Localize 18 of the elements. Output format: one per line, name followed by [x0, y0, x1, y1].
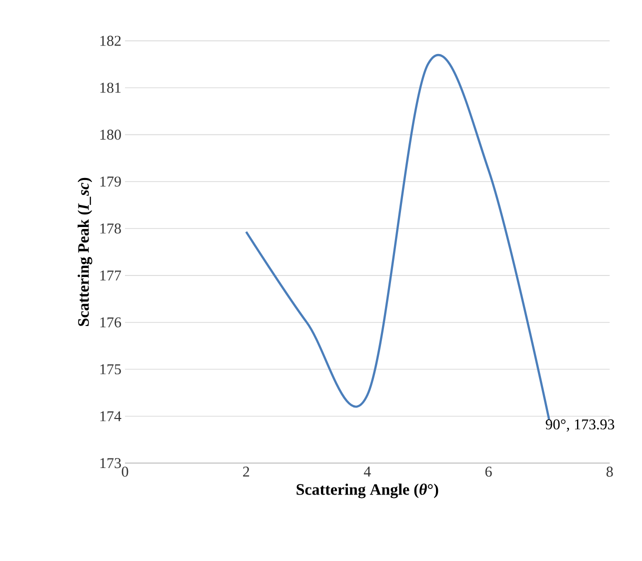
x-tick-label: 0	[122, 466, 128, 477]
y-tick-label: 173	[100, 458, 121, 468]
x-tick-label: 6	[485, 466, 492, 477]
y-tick-label: 179	[100, 176, 121, 187]
y-tick-label: 182	[100, 36, 121, 46]
y-tick-label: 181	[100, 82, 121, 93]
y-tick-label: 178	[100, 223, 121, 234]
x-tick-label: 2	[243, 466, 250, 476]
x-axis-title: Scattering Angle (θ°)	[296, 483, 438, 498]
x-tick-label: 4	[364, 466, 371, 476]
y-tick-label: 176	[100, 317, 122, 328]
annotation: 90°, 173.93	[546, 419, 614, 432]
y-axis-title: Scattering Peak (I_sc)	[78, 178, 92, 326]
y-tick-label: 177	[100, 270, 122, 280]
x-tick-label: 8	[606, 466, 613, 477]
y-tick-label: 174	[100, 411, 122, 422]
y-tick-label: 175	[100, 364, 121, 374]
y-tick-label: 180	[100, 130, 121, 140]
